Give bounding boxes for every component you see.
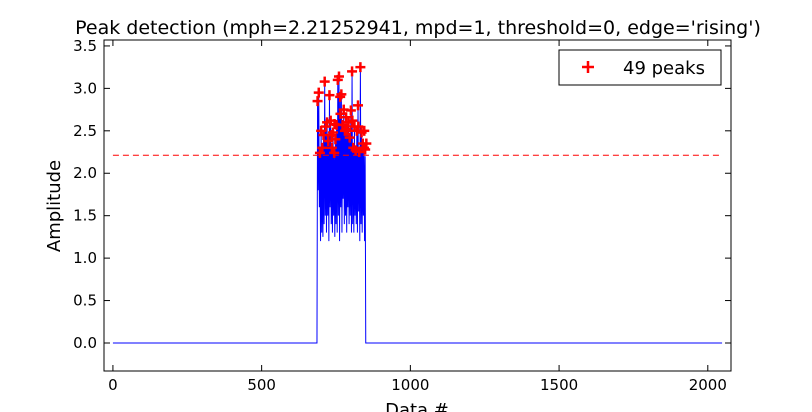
peak-marker [326, 142, 337, 153]
y-tick-label: 0.5 [73, 292, 97, 310]
peak-marker [314, 147, 325, 158]
x-tick-label: 500 [247, 376, 276, 394]
peak-marker [347, 115, 358, 126]
peak-marker [333, 71, 344, 82]
legend: 49 peaks [558, 49, 722, 86]
y-tick-label: 0.0 [73, 334, 97, 352]
x-tick-label: 1000 [391, 376, 429, 394]
peak-marker [335, 108, 346, 119]
peak-marker [329, 147, 340, 158]
y-tick-label: 3.5 [73, 37, 97, 55]
peak-marker [329, 119, 340, 130]
y-axis-label: Amplitude [44, 160, 65, 252]
peak-marker [324, 90, 335, 101]
legend-marker-plus-icon [582, 61, 594, 73]
axes-frame [103, 39, 732, 372]
legend-entry-peaks: 49 peaks [623, 58, 705, 79]
peak-marker [341, 112, 352, 123]
y-tick-label: 2.5 [73, 122, 97, 140]
x-tick-label: 0 [108, 376, 118, 394]
peak-marker [361, 138, 372, 149]
x-tick-label: 2000 [689, 376, 727, 394]
peak-marker [353, 100, 364, 111]
peak-marker [341, 124, 352, 135]
x-axis-label: Data # [385, 400, 449, 412]
peak-marker [359, 125, 370, 136]
peak-marker [344, 132, 355, 143]
y-tick-label: 2.0 [73, 164, 97, 182]
legend-plus [582, 61, 594, 73]
peak-marker [345, 105, 356, 116]
peak-marker [336, 89, 347, 100]
y-tick-label: 1.0 [73, 249, 97, 267]
plot-area [112, 62, 723, 344]
chart-title: Peak detection (mph=2.21252941, mpd=1, t… [75, 17, 761, 39]
peak-marker [319, 76, 330, 87]
peak-marker [323, 135, 334, 146]
y-tick-label: 1.5 [73, 207, 97, 225]
peak-marker [355, 62, 366, 73]
peak-marker [312, 96, 323, 107]
peak-marker [313, 87, 324, 98]
peak-marker [347, 66, 358, 77]
x-tick-label: 1500 [540, 376, 578, 394]
signal-line [112, 67, 723, 344]
axis-ticks: 0 500 1000 1500 2000 0.0 0.5 1.0 1.5 2.0 2.5 3.0 3.5 [73, 37, 731, 394]
peak-marker [353, 121, 364, 132]
y-tick-label: 3.0 [73, 79, 97, 97]
peak-marker [326, 130, 337, 141]
peak-marker [317, 142, 328, 153]
